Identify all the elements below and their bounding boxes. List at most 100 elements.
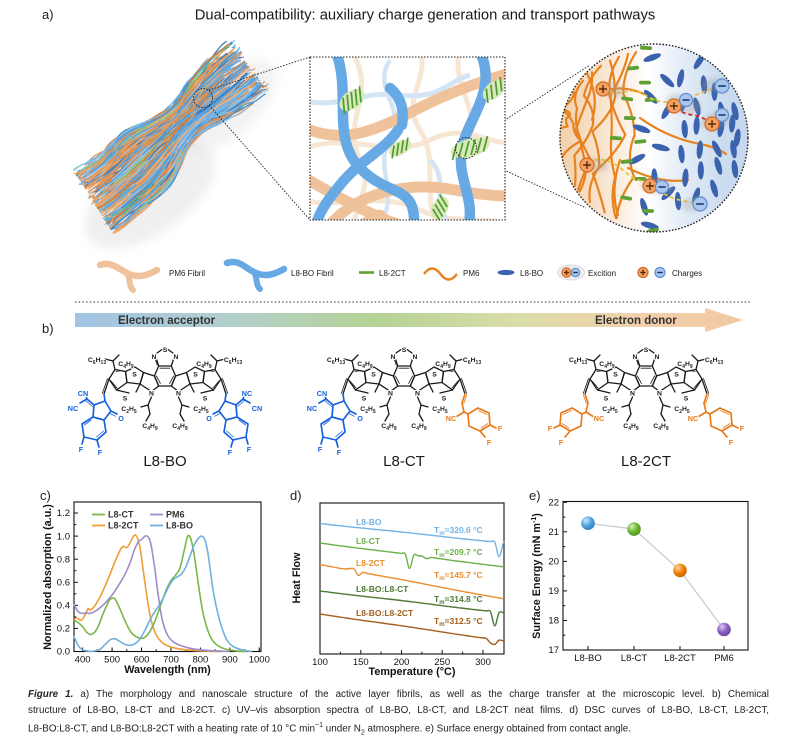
svg-text:S: S	[432, 372, 437, 379]
svg-text:0.2: 0.2	[57, 624, 70, 635]
svg-text:C2H5: C2H5	[602, 406, 618, 415]
svg-text:b): b)	[42, 321, 54, 336]
svg-text:L8-2CT: L8-2CT	[379, 269, 406, 278]
svg-text:N: N	[413, 354, 418, 361]
svg-text:C4H9: C4H9	[381, 423, 397, 432]
svg-text:0.4: 0.4	[57, 601, 70, 612]
svg-text:Temperature (°C): Temperature (°C)	[369, 666, 456, 678]
svg-text:O: O	[118, 414, 124, 423]
svg-text:20: 20	[548, 557, 559, 568]
svg-text:NC: NC	[242, 389, 252, 398]
svg-text:L8-2CT: L8-2CT	[108, 521, 139, 531]
svg-text:S: S	[442, 396, 447, 403]
svg-text:L8-BO:L8-2CT: L8-BO:L8-2CT	[356, 608, 414, 618]
svg-text:600: 600	[134, 655, 150, 666]
svg-text:a): a)	[42, 7, 54, 22]
svg-text:L8-2CT: L8-2CT	[664, 653, 696, 664]
svg-text:Tm=312.5 °C: Tm=312.5 °C	[434, 616, 483, 628]
svg-text:N: N	[391, 354, 396, 361]
svg-text:S: S	[644, 347, 649, 354]
svg-text:C4H9: C4H9	[435, 361, 451, 370]
svg-text:F: F	[548, 424, 553, 433]
svg-text:C2H5: C2H5	[674, 406, 690, 415]
svg-text:Tm=209.7 °C: Tm=209.7 °C	[434, 547, 483, 559]
svg-text:C6H13: C6H13	[88, 357, 106, 366]
svg-text:PM6: PM6	[463, 269, 480, 278]
svg-text:1000: 1000	[249, 655, 270, 666]
svg-text:0.8: 0.8	[57, 554, 70, 565]
svg-text:S: S	[613, 372, 618, 379]
svg-text:C2H5: C2H5	[432, 406, 448, 415]
svg-text:NC: NC	[688, 414, 698, 423]
svg-text:F: F	[498, 424, 503, 433]
svg-text:PM6: PM6	[166, 510, 185, 520]
svg-text:N: N	[176, 391, 181, 398]
svg-text:L8-CT: L8-CT	[621, 653, 648, 664]
svg-text:100: 100	[312, 657, 328, 668]
svg-text:Normalized absorption (a.u.): Normalized absorption (a.u.)	[42, 504, 54, 650]
svg-text:C6H13: C6H13	[569, 357, 587, 366]
svg-text:L8-CT: L8-CT	[108, 510, 134, 520]
svg-text:0.0: 0.0	[57, 647, 70, 658]
svg-text:F: F	[98, 448, 103, 457]
svg-text:NC: NC	[307, 404, 317, 413]
svg-text:N: N	[655, 354, 660, 361]
svg-text:L8-CT: L8-CT	[356, 536, 381, 546]
svg-text:N: N	[149, 391, 154, 398]
svg-text:700: 700	[163, 655, 179, 666]
svg-text:L8-2CT: L8-2CT	[356, 558, 386, 568]
svg-text:Electron acceptor: Electron acceptor	[118, 315, 216, 327]
svg-text:22: 22	[548, 498, 559, 509]
svg-text:150: 150	[353, 657, 369, 668]
svg-text:S: S	[604, 396, 609, 403]
svg-text:C2H5: C2H5	[360, 406, 376, 415]
svg-text:F: F	[318, 445, 323, 454]
svg-text:CN: CN	[317, 389, 327, 398]
svg-text:O: O	[206, 414, 212, 423]
svg-text:C4H9: C4H9	[196, 361, 212, 370]
svg-text:e): e)	[529, 488, 541, 503]
svg-text:Tm=145.7 °C: Tm=145.7 °C	[434, 570, 483, 582]
svg-text:PM6 Fibril: PM6 Fibril	[169, 269, 205, 278]
svg-text:N: N	[174, 354, 179, 361]
svg-text:L8-BO:L8-CT: L8-BO:L8-CT	[356, 584, 409, 594]
svg-text:C4H9: C4H9	[172, 423, 188, 432]
svg-text:F: F	[740, 424, 745, 433]
svg-text:S: S	[123, 396, 128, 403]
svg-text:C4H9: C4H9	[677, 361, 693, 370]
svg-text:Wavelength (nm): Wavelength (nm)	[124, 664, 211, 676]
svg-text:S: S	[362, 396, 367, 403]
svg-text:S: S	[203, 396, 208, 403]
svg-text:L8-BO: L8-BO	[520, 269, 543, 278]
svg-text:1.2: 1.2	[57, 508, 70, 519]
svg-text:C6H13: C6H13	[463, 357, 481, 366]
svg-text:Tm=320.6 °C: Tm=320.6 °C	[434, 525, 483, 537]
svg-text:NC: NC	[594, 414, 604, 423]
svg-text:500: 500	[104, 655, 120, 666]
svg-text:Charges: Charges	[672, 269, 702, 278]
svg-text:O: O	[357, 414, 363, 423]
svg-text:F: F	[247, 445, 252, 454]
svg-text:C4H9: C4H9	[623, 423, 639, 432]
svg-text:S: S	[684, 396, 689, 403]
svg-text:800: 800	[192, 655, 208, 666]
svg-text:N: N	[630, 391, 635, 398]
svg-text:F: F	[337, 448, 342, 457]
svg-text:F: F	[559, 438, 564, 447]
svg-text:S: S	[674, 372, 679, 379]
svg-text:C4H9: C4H9	[357, 361, 373, 370]
svg-text:d): d)	[290, 488, 302, 503]
svg-text:Surface Energy (mN m-1): Surface Energy (mN m-1)	[531, 513, 543, 639]
svg-text:S: S	[163, 347, 168, 354]
svg-text:21: 21	[548, 527, 559, 538]
svg-text:CN: CN	[78, 389, 88, 398]
svg-text:C2H5: C2H5	[193, 406, 209, 415]
svg-text:PM6: PM6	[714, 653, 734, 664]
svg-text:CN: CN	[252, 404, 262, 413]
svg-text:C6H13: C6H13	[224, 357, 242, 366]
svg-text:900: 900	[222, 655, 238, 666]
svg-text:L8-BO: L8-BO	[574, 653, 601, 664]
svg-text:F: F	[487, 438, 492, 447]
svg-text:S: S	[402, 347, 407, 354]
svg-text:L8-BO: L8-BO	[356, 517, 382, 527]
